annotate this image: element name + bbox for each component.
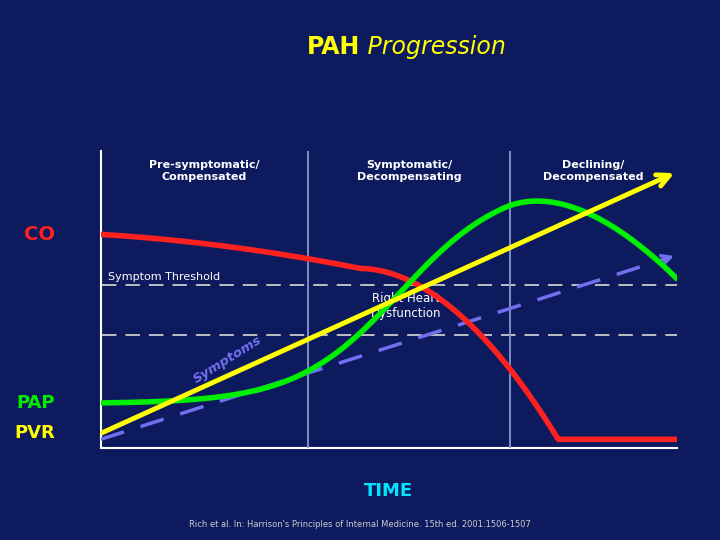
Text: Symptomatic/
Decompensating: Symptomatic/ Decompensating (356, 160, 462, 181)
Text: PAP: PAP (17, 394, 55, 412)
Text: PAH: PAH (307, 35, 360, 59)
Text: Progression: Progression (360, 35, 506, 59)
Text: Symptoms: Symptoms (191, 333, 264, 386)
Text: Symptom Threshold: Symptom Threshold (108, 272, 220, 281)
Text: CO: CO (24, 225, 55, 244)
Text: Pre-symptomatic/
Compensated: Pre-symptomatic/ Compensated (149, 160, 260, 181)
Text: Rich et al. In: Harrison's Principles of Internal Medicine. 15th ed. 2001:1506-1: Rich et al. In: Harrison's Principles of… (189, 520, 531, 529)
Text: Declining/
Decompensated: Declining/ Decompensated (543, 160, 644, 181)
Text: TIME: TIME (364, 482, 413, 501)
Text: Right Heart
Dysfunction: Right Heart Dysfunction (371, 292, 441, 320)
Text: PVR: PVR (14, 424, 55, 442)
